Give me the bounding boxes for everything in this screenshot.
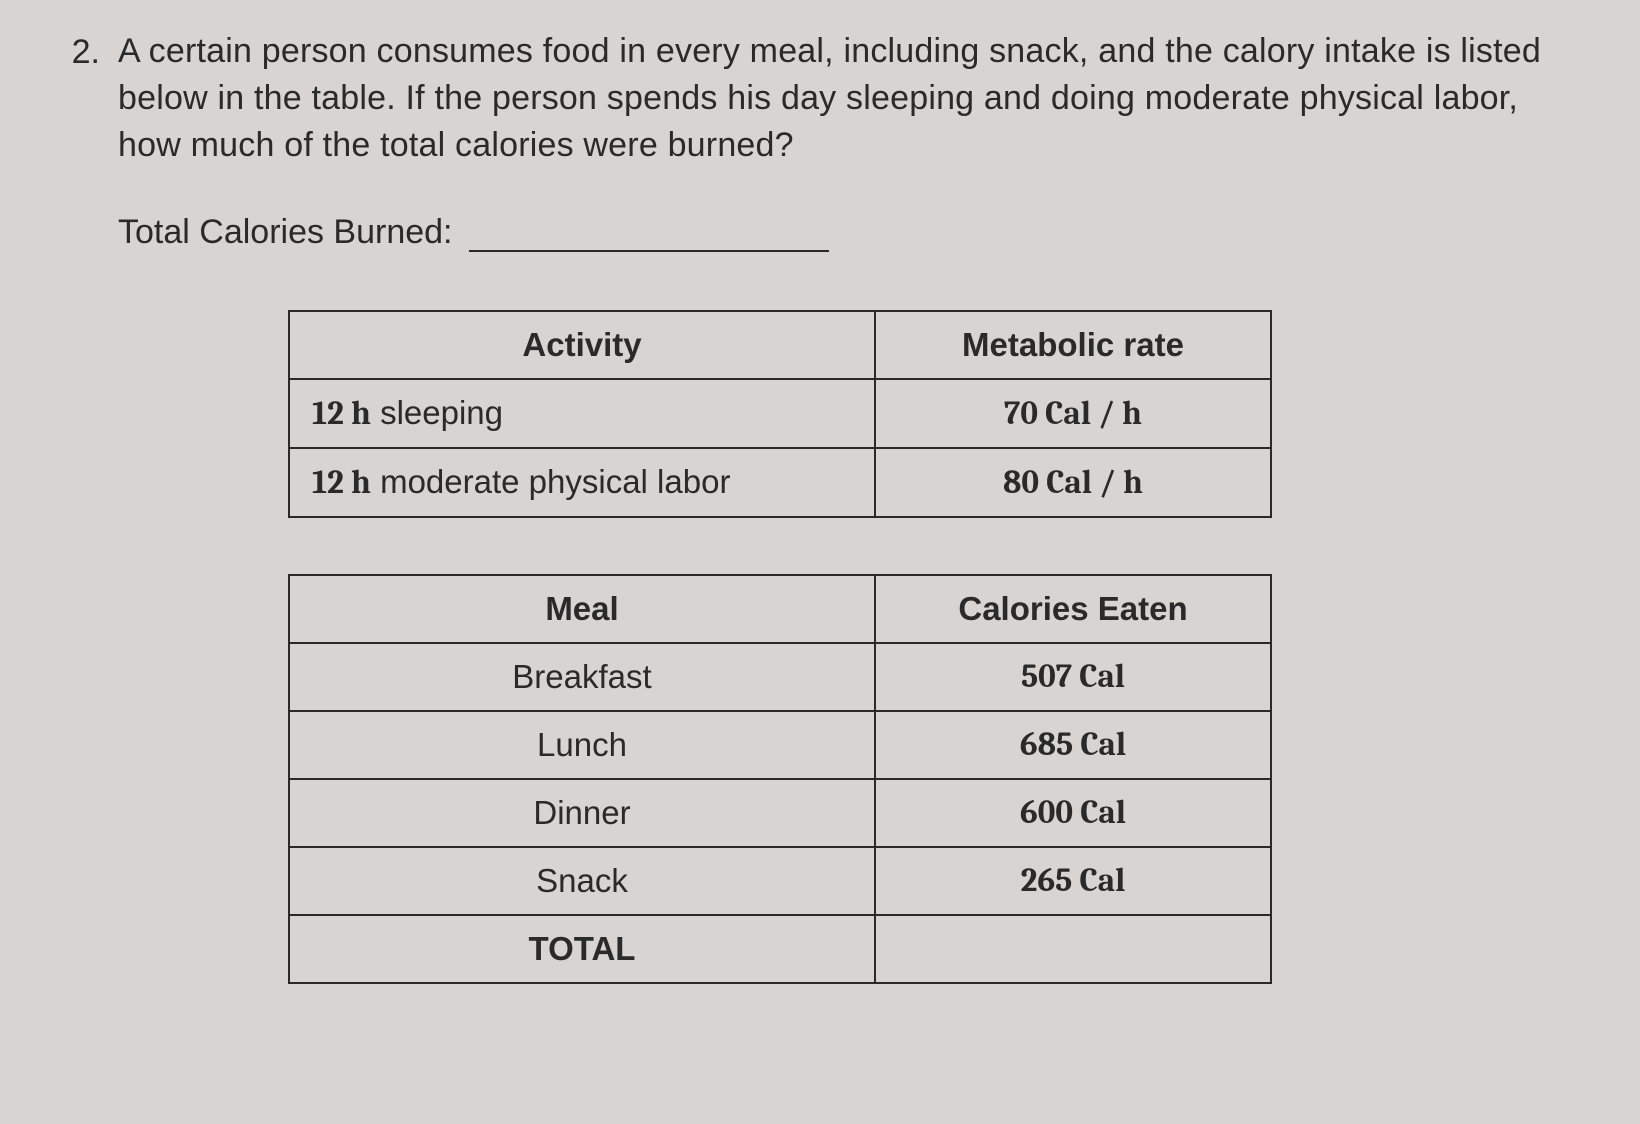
meal-cell: Dinner — [289, 779, 875, 847]
table-row: Snack 265 Cal — [289, 847, 1271, 915]
answer-label: Total Calories Burned: — [118, 213, 453, 252]
meal-cell: Breakfast — [289, 643, 875, 711]
table-row: 12 h moderate physical labor 80 Cal / h — [289, 448, 1271, 517]
activity-cell: 12 h moderate physical labor — [289, 448, 875, 517]
calories-cell: 685 Cal — [875, 711, 1271, 779]
table-header-row: Meal Calories Eaten — [289, 575, 1271, 643]
hours-value: 12 h — [312, 464, 371, 502]
hours-value: 12 h — [312, 395, 371, 433]
activity-name: sleeping — [380, 394, 503, 431]
answer-line: Total Calories Burned: — [118, 213, 1580, 252]
question-block: 2. A certain person consumes food in eve… — [60, 28, 1580, 984]
rate-cell: 80 Cal / h — [875, 448, 1271, 517]
table-row: Breakfast 507 Cal — [289, 643, 1271, 711]
table-row: Dinner 600 Cal — [289, 779, 1271, 847]
question-body: A certain person consumes food in every … — [118, 28, 1580, 984]
activity-name: moderate physical labor — [380, 463, 730, 500]
rate-col-header: Metabolic rate — [875, 311, 1271, 379]
rate-cell: 70 Cal / h — [875, 379, 1271, 448]
table-row: Lunch 685 Cal — [289, 711, 1271, 779]
question-text: A certain person consumes food in every … — [118, 28, 1580, 169]
table-row: 12 h sleeping 70 Cal / h — [289, 379, 1271, 448]
table-total-row: TOTAL — [289, 915, 1271, 983]
calories-cell: 600 Cal — [875, 779, 1271, 847]
activity-col-header: Activity — [289, 311, 875, 379]
table-header-row: Activity Metabolic rate — [289, 311, 1271, 379]
tables-container: Activity Metabolic rate 12 h sleeping 70… — [288, 310, 1580, 984]
answer-blank[interactable] — [469, 213, 829, 252]
activity-cell: 12 h sleeping — [289, 379, 875, 448]
meal-col-header: Meal — [289, 575, 875, 643]
calories-cell: 507 Cal — [875, 643, 1271, 711]
meal-cell: Lunch — [289, 711, 875, 779]
worksheet-page: 2. A certain person consumes food in eve… — [0, 0, 1640, 1024]
activity-table: Activity Metabolic rate 12 h sleeping 70… — [288, 310, 1272, 518]
total-label-cell: TOTAL — [289, 915, 875, 983]
question-number: 2. — [60, 28, 100, 76]
calories-cell: 265 Cal — [875, 847, 1271, 915]
total-value-cell[interactable] — [875, 915, 1271, 983]
calories-col-header: Calories Eaten — [875, 575, 1271, 643]
meal-table: Meal Calories Eaten Breakfast 507 Cal Lu… — [288, 574, 1272, 984]
meal-cell: Snack — [289, 847, 875, 915]
